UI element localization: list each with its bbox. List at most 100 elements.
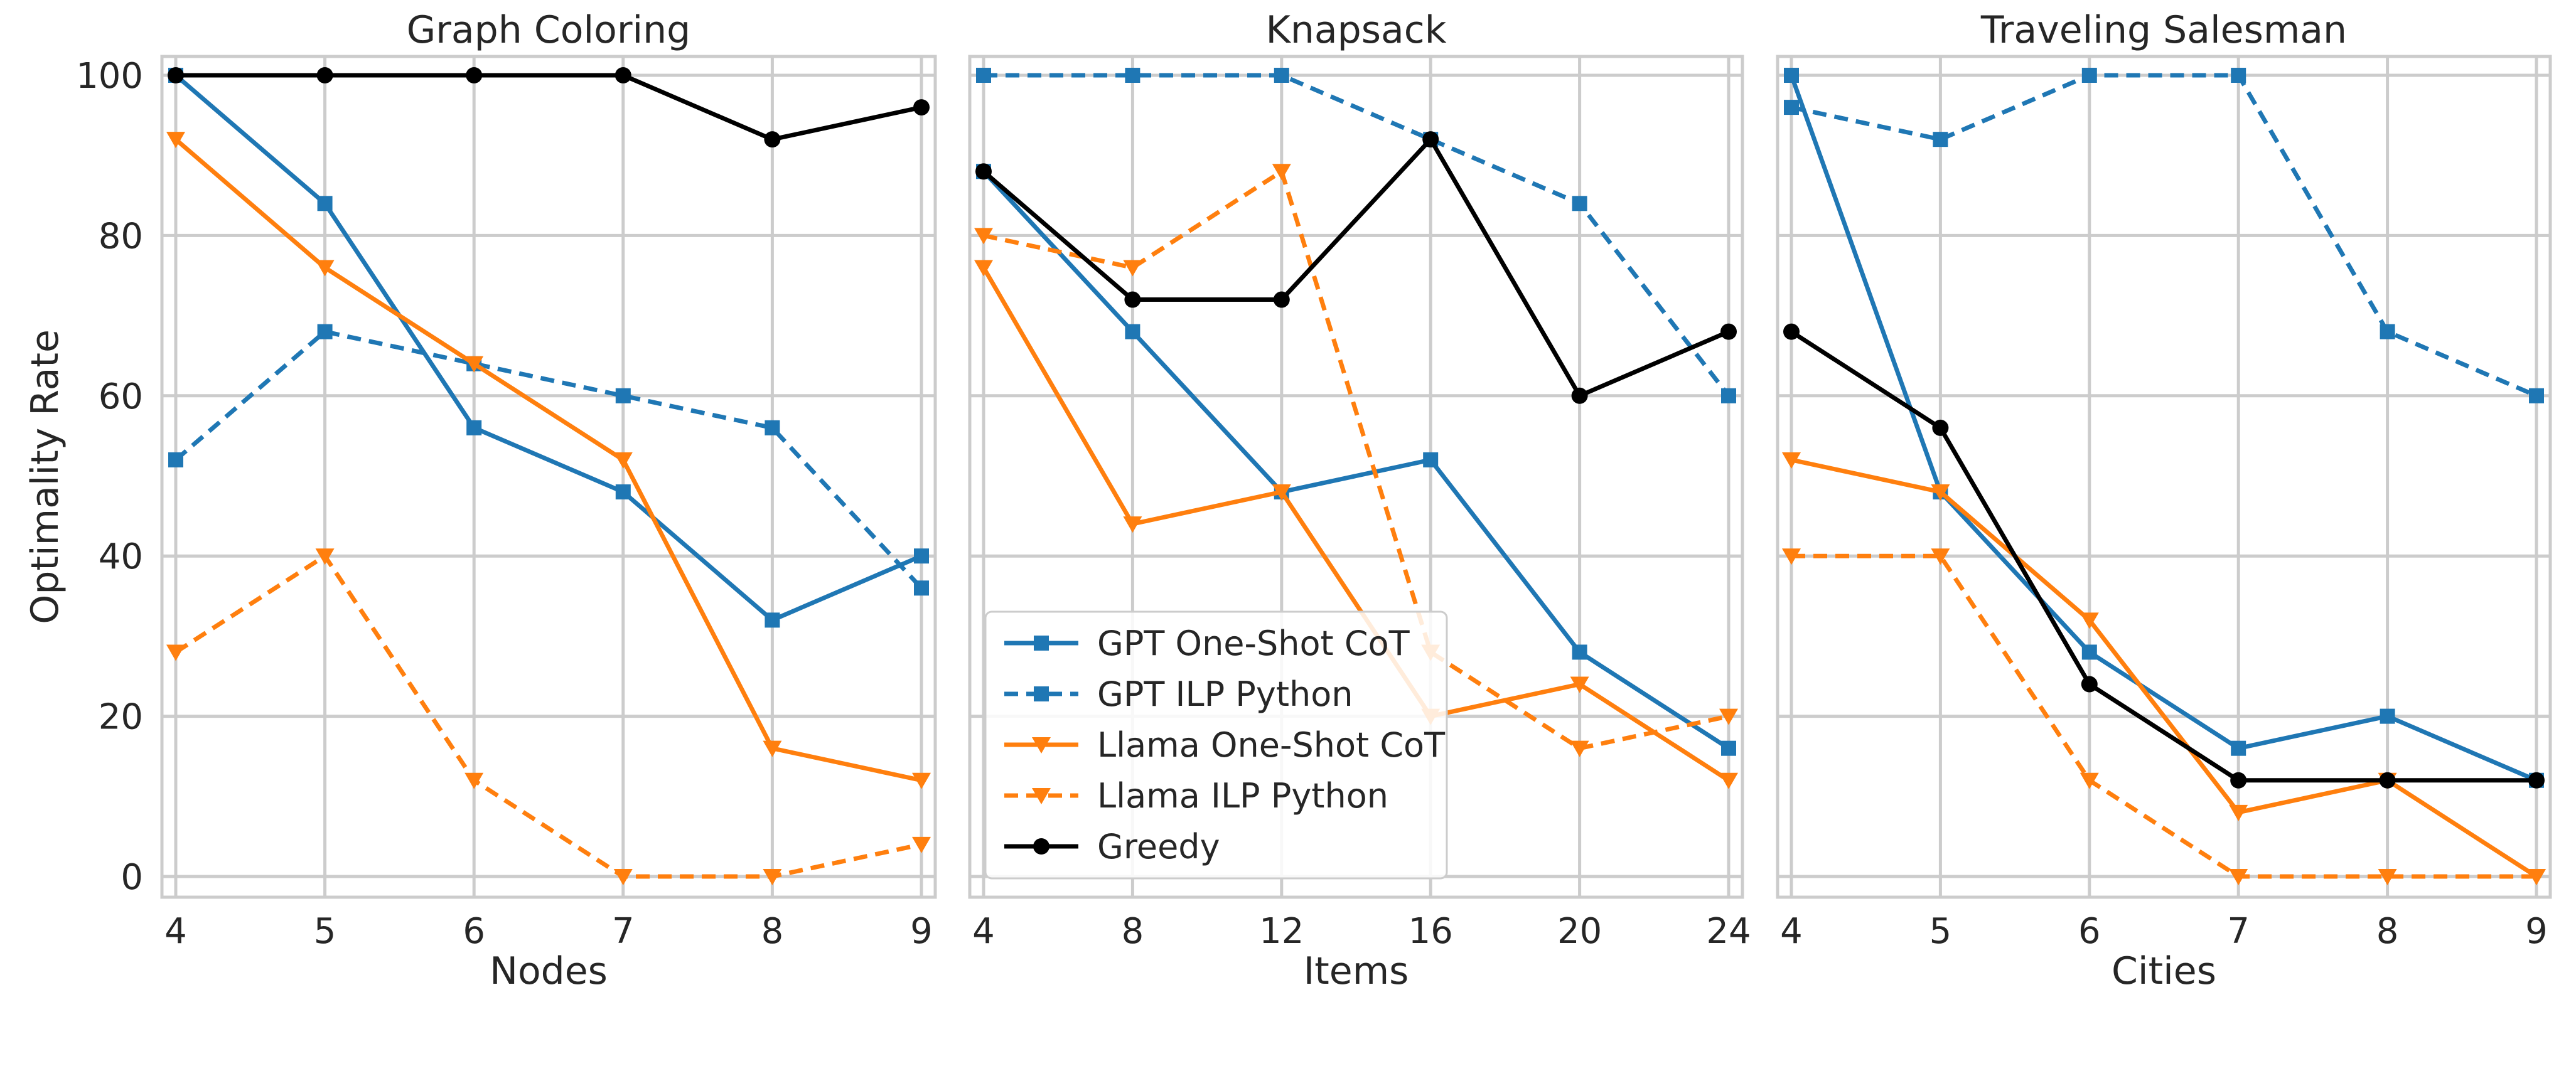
data-point [914, 548, 929, 564]
x-tick-label: 9 [910, 911, 933, 952]
data-point [2528, 772, 2545, 789]
data-point [2231, 68, 2246, 83]
legend-label: Greedy [1097, 827, 1220, 866]
x-axis-label: Cities [2112, 949, 2216, 993]
data-point [2081, 676, 2098, 693]
data-point [2379, 772, 2396, 789]
series-line [1790, 329, 2536, 783]
legend-item-llama-ilp-python: Llama ILP Python [1004, 776, 1388, 816]
data-point [1783, 323, 1800, 340]
y-tick-label: 80 [99, 216, 143, 257]
y-tick-label: 0 [121, 857, 143, 898]
y-axis-label: Optimality Rate [23, 329, 67, 624]
series-line [176, 73, 922, 142]
data-point [1782, 548, 1801, 565]
data-point [1570, 740, 1589, 757]
data-point [1123, 260, 1142, 277]
x-tick-label: 7 [2227, 911, 2250, 952]
x-tick-label: 7 [612, 911, 635, 952]
data-point [615, 484, 631, 500]
x-tick-label: 24 [1706, 911, 1751, 952]
series-llama-ilp-python [166, 548, 931, 885]
data-point [1272, 164, 1291, 181]
series-llama-ilp-python [1782, 548, 2546, 885]
series-line [1791, 553, 2536, 879]
data-point [168, 452, 183, 467]
legend: GPT One-Shot CoT GPT ILP Python Llama One-… [984, 610, 1448, 880]
data-point [764, 131, 781, 148]
x-tick-label: 9 [2525, 911, 2548, 952]
legend-label: GPT One-Shot CoT [1097, 624, 1410, 663]
data-point [1125, 324, 1140, 339]
plot-frame [160, 55, 937, 899]
x-tick-label: 4 [1780, 911, 1803, 952]
data-point [614, 67, 631, 83]
x-tick-label: 8 [1122, 911, 1144, 952]
data-point [464, 356, 484, 373]
legend-marker [1033, 838, 1049, 855]
data-point [1782, 452, 1801, 469]
data-point [1721, 740, 1736, 756]
data-point [765, 612, 780, 628]
panel-traveling-salesman: Traveling Salesman 4 5 6 7 8 9 Cities [1776, 8, 2552, 993]
chart-title: Graph Coloring [407, 8, 691, 52]
data-point [315, 548, 335, 565]
data-point [1572, 196, 1587, 211]
data-point [2080, 612, 2099, 629]
series-line [983, 169, 1729, 751]
series-llama-one-shot-cot [166, 132, 931, 789]
data-point [168, 67, 184, 83]
series-line [982, 137, 1730, 398]
series-gpt-ilp-python [1784, 68, 2544, 403]
data-point [2229, 869, 2248, 885]
data-point [2529, 388, 2544, 403]
series-line [1789, 74, 2538, 782]
x-tick-label: 12 [1259, 911, 1304, 952]
data-point [976, 68, 991, 83]
y-tick-label: 60 [99, 376, 143, 417]
data-point [1931, 548, 1950, 565]
legend-marker [1032, 737, 1051, 754]
legend-item-gpt-one-shot-cot: GPT One-Shot CoT [1004, 624, 1410, 663]
data-point [2378, 869, 2397, 885]
data-point [613, 869, 633, 885]
data-point [1784, 68, 1799, 83]
legend-label: Llama One-Shot CoT [1097, 725, 1446, 765]
data-point [1423, 452, 1439, 467]
x-tick-label: 5 [314, 911, 336, 952]
legend-item-greedy: Greedy [1004, 827, 1220, 866]
series-greedy [168, 67, 930, 148]
data-point [2230, 772, 2247, 789]
data-point [1124, 291, 1141, 308]
data-point [2080, 772, 2099, 789]
data-point [1571, 387, 1588, 404]
series-line [174, 137, 922, 783]
series-line [981, 266, 1730, 782]
data-point [316, 67, 333, 83]
x-tick-label: 16 [1409, 911, 1453, 952]
x-tick-label: 5 [1929, 911, 1952, 952]
data-point [166, 644, 185, 661]
data-point [912, 836, 931, 853]
data-point [1720, 323, 1737, 340]
data-point [466, 67, 483, 83]
data-point [1125, 68, 1140, 83]
series-line [174, 329, 923, 590]
data-point [1274, 68, 1289, 83]
data-point [1721, 388, 1736, 403]
gridlines [1778, 56, 2550, 897]
y-tick-label: 100 [76, 56, 143, 97]
data-point [765, 420, 780, 435]
data-point [464, 772, 484, 789]
data-point [2527, 869, 2546, 885]
series-line [982, 169, 1730, 750]
legend-marker [1034, 636, 1049, 651]
legend-item-gpt-ilp-python: GPT ILP Python [1004, 674, 1353, 714]
data-point [1719, 772, 1738, 789]
legend-marker [1034, 686, 1049, 701]
data-point [615, 388, 631, 403]
data-point [1719, 708, 1738, 725]
data-point [914, 580, 929, 596]
data-point [2380, 708, 2395, 724]
